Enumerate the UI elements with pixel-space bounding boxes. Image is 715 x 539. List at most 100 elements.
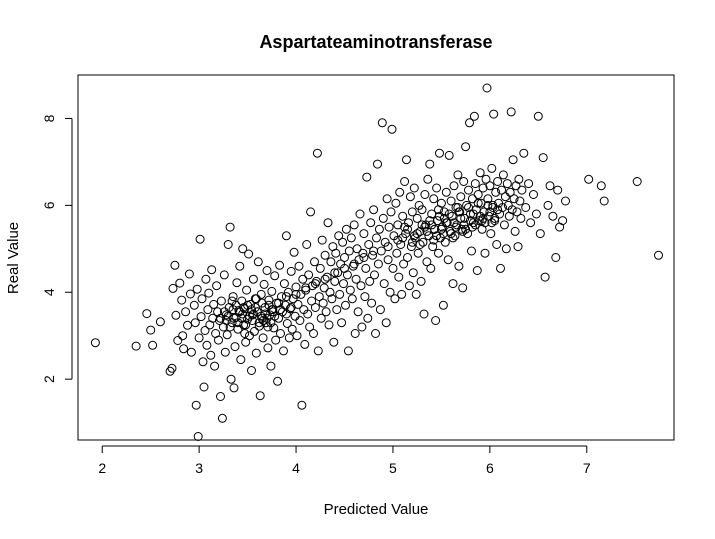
- data-point: [245, 331, 254, 341]
- data-point: [267, 286, 277, 296]
- data-point: [202, 340, 212, 350]
- data-point: [334, 231, 344, 241]
- data-point: [475, 211, 485, 221]
- data-point: [256, 311, 266, 321]
- data-point: [255, 391, 265, 401]
- data-point: [417, 220, 427, 230]
- data-point: [274, 298, 284, 308]
- data-point: [453, 170, 463, 180]
- data-point: [483, 194, 493, 204]
- data-point: [146, 325, 156, 335]
- data-point: [379, 279, 389, 289]
- data-point: [178, 331, 188, 341]
- x-tick-label: 3: [195, 460, 203, 476]
- data-point: [279, 279, 289, 289]
- data-point: [427, 220, 437, 230]
- data-point: [240, 329, 250, 338]
- data-point: [362, 172, 372, 182]
- data-point: [416, 276, 426, 286]
- data-point: [483, 200, 493, 210]
- data-point: [368, 250, 378, 260]
- data-point: [241, 337, 251, 347]
- data-point: [281, 231, 291, 241]
- data-point: [489, 109, 499, 119]
- data-point: [426, 263, 436, 273]
- data-point: [431, 316, 441, 325]
- data-point: [249, 326, 259, 336]
- data-point: [276, 305, 285, 315]
- data-point: [248, 274, 258, 284]
- data-point: [460, 213, 470, 223]
- data-point: [480, 248, 490, 258]
- data-point: [429, 235, 439, 245]
- data-point: [509, 194, 519, 204]
- data-point: [223, 240, 233, 249]
- data-point: [403, 253, 412, 262]
- data-point: [402, 155, 411, 165]
- data-point: [349, 220, 359, 230]
- data-point: [467, 246, 476, 256]
- data-point: [206, 350, 216, 360]
- data-point: [297, 400, 307, 410]
- data-point: [312, 148, 322, 158]
- data-point: [191, 400, 201, 410]
- data-point: [367, 298, 377, 308]
- data-point: [275, 260, 285, 270]
- data-point: [291, 282, 301, 292]
- data-point: [464, 203, 473, 212]
- data-point: [448, 233, 458, 243]
- data-point: [332, 305, 342, 315]
- data-point: [422, 257, 432, 267]
- data-point: [493, 177, 503, 186]
- data-point: [359, 229, 369, 239]
- y-axis-title: Real Value: [5, 222, 22, 294]
- data-point: [500, 192, 510, 202]
- x-tick-label: 6: [486, 460, 494, 476]
- data-point: [291, 289, 301, 299]
- data-point: [330, 268, 340, 278]
- data-point: [472, 266, 482, 275]
- data-point: [198, 357, 208, 367]
- data-point: [298, 274, 308, 284]
- data-point: [335, 289, 345, 299]
- data-point: [327, 294, 337, 304]
- data-point: [241, 320, 251, 330]
- data-point: [309, 329, 318, 338]
- data-point: [190, 318, 200, 328]
- data-point: [181, 307, 191, 317]
- data-point: [551, 253, 561, 262]
- data-point: [385, 287, 395, 297]
- data-point: [487, 163, 497, 173]
- data-point: [183, 320, 192, 330]
- data-point: [464, 185, 473, 195]
- data-point: [378, 213, 388, 223]
- data-point: [302, 240, 312, 249]
- data-point: [398, 233, 408, 243]
- data-point: [216, 296, 226, 306]
- data-point: [365, 276, 375, 286]
- data-point: [195, 234, 205, 244]
- data-point: [395, 187, 405, 197]
- data-point: [599, 196, 609, 206]
- data-point: [356, 281, 366, 291]
- data-point: [415, 240, 425, 249]
- data-point: [467, 222, 477, 232]
- data-point: [303, 309, 313, 319]
- data-point: [343, 346, 353, 356]
- data-points: [90, 83, 663, 441]
- data-point: [256, 289, 266, 299]
- data-point: [390, 294, 400, 304]
- data-point: [352, 244, 362, 254]
- data-point: [425, 159, 435, 169]
- data-point: [192, 284, 202, 294]
- data-point: [454, 261, 464, 271]
- data-point: [492, 240, 502, 249]
- data-point: [453, 203, 463, 212]
- data-point: [310, 303, 320, 312]
- data-point: [216, 313, 225, 323]
- data-point: [498, 203, 507, 212]
- x-axis-title: Predicted Value: [324, 501, 429, 518]
- data-point: [320, 274, 330, 284]
- data-point: [344, 246, 354, 256]
- data-point: [263, 343, 273, 353]
